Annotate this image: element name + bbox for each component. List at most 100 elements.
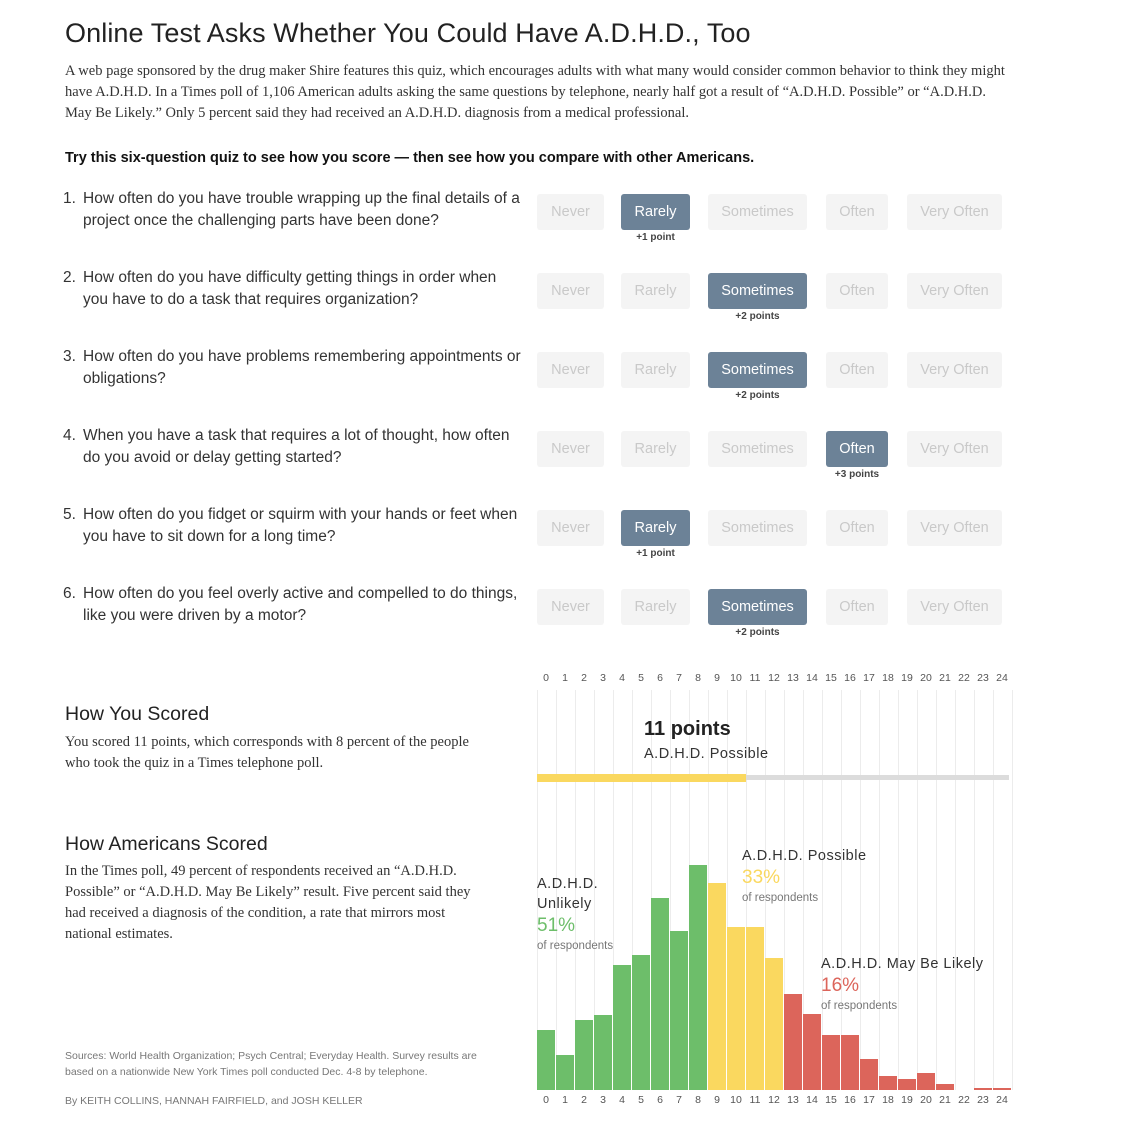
answer-rarely-button[interactable]: Rarely [621, 194, 690, 230]
page-title: Online Test Asks Whether You Could Have … [65, 18, 751, 48]
score-tick-label: 11 [749, 672, 761, 684]
points-label: +2 points [735, 311, 780, 322]
answer-often-button[interactable]: Often [826, 510, 888, 546]
answer-often-button[interactable]: Often [826, 352, 888, 388]
question-5: 5. How often do you fidget or squirm with… [63, 504, 523, 548]
answer-sometimes-button[interactable]: Sometimes [708, 352, 807, 388]
answer-never-button[interactable]: Never [537, 194, 604, 230]
answer-very-often-button[interactable]: Very Often [907, 589, 1002, 625]
question-number: 3. [63, 348, 76, 365]
histogram-tick-label: 1 [562, 1094, 568, 1106]
score-tick-label: 22 [958, 672, 970, 684]
question-text: How often do you have difficulty getting… [83, 269, 497, 308]
answer-never-button[interactable]: Never [537, 510, 604, 546]
histogram-tick-label: 6 [657, 1094, 663, 1106]
answer-rarely-button[interactable]: Rarely [621, 273, 690, 309]
histogram-bar [594, 1015, 612, 1090]
answer-sometimes-button[interactable]: Sometimes [708, 589, 807, 625]
score-tick-label: 14 [806, 672, 818, 684]
histogram-tick-label: 18 [882, 1094, 894, 1106]
grid-line [841, 690, 842, 1090]
score-tick-label: 17 [863, 672, 875, 684]
answer-never-button[interactable]: Never [537, 431, 604, 467]
question-text: How often do you have trouble wrapping u… [83, 190, 520, 229]
score-category-label: A.D.H.D. Possible [644, 746, 769, 762]
grid-line [993, 690, 994, 1090]
quiz-heading: Try this six-question quiz to see how yo… [65, 150, 755, 166]
question-number: 1. [63, 190, 76, 207]
grid-line [613, 690, 614, 1090]
histogram-bar [860, 1059, 878, 1090]
score-heading: How You Scored [65, 703, 210, 725]
histogram-tick-label: 24 [996, 1094, 1008, 1106]
answer-never-button[interactable]: Never [537, 352, 604, 388]
answer-very-often-button[interactable]: Very Often [907, 194, 1002, 230]
points-label: +2 points [735, 390, 780, 401]
score-tick-label: 20 [920, 672, 932, 684]
histogram-bar [670, 931, 688, 1090]
question-1: 1. How often do you have trouble wrapping… [63, 188, 523, 232]
question-6: 6. How often do you feel overly active an… [63, 583, 523, 627]
grid-line [727, 690, 728, 1090]
answer-very-often-button[interactable]: Very Often [907, 431, 1002, 467]
answer-never-button[interactable]: Never [537, 273, 604, 309]
score-tick-label: 1 [562, 672, 568, 684]
answer-rarely-button[interactable]: Rarely [621, 352, 690, 388]
question-3: 3. How often do you have problems remembe… [63, 346, 523, 390]
histogram-bar [898, 1079, 916, 1090]
histogram-tick-label: 22 [958, 1094, 970, 1106]
question-text: When you have a task that requires a lot… [83, 427, 510, 466]
grid-line [860, 690, 861, 1090]
score-tick-label: 6 [657, 672, 663, 684]
answer-very-often-button[interactable]: Very Often [907, 273, 1002, 309]
answer-never-button[interactable]: Never [537, 589, 604, 625]
grid-line [651, 690, 652, 1090]
answer-sometimes-button[interactable]: Sometimes [708, 273, 807, 309]
histogram-tick-label: 11 [749, 1094, 761, 1106]
score-tick-label: 24 [996, 672, 1008, 684]
group-subtext: of respondents [742, 892, 819, 904]
americans-heading: How Americans Scored [65, 833, 268, 855]
score-tick-label: 7 [676, 672, 682, 684]
histogram-tick-label: 17 [863, 1094, 875, 1106]
answer-often-button[interactable]: Often [826, 589, 888, 625]
score-points-label: 11 points [644, 718, 731, 740]
score-tick-label: 19 [901, 672, 913, 684]
score-tick-label: 5 [638, 672, 644, 684]
grid-line [556, 690, 557, 1090]
score-tick-label: 3 [600, 672, 606, 684]
answer-very-often-button[interactable]: Very Often [907, 510, 1002, 546]
question-4: 4. When you have a task that requires a l… [63, 425, 523, 469]
histogram-bar [708, 883, 726, 1090]
group-subtext: of respondents [821, 1000, 898, 1012]
histogram-bar [917, 1073, 935, 1090]
answer-sometimes-button[interactable]: Sometimes [708, 510, 807, 546]
answer-often-button[interactable]: Often [826, 194, 888, 230]
question-2: 2. How often do you have difficulty getti… [63, 267, 523, 311]
answer-rarely-button[interactable]: Rarely [621, 431, 690, 467]
histogram-bar [651, 898, 669, 1090]
histogram-bar [822, 1035, 840, 1090]
group-label: A.D.H.D. Possible [742, 848, 867, 864]
histogram-tick-label: 14 [806, 1094, 818, 1106]
grid-line [746, 690, 747, 1090]
grid-line [632, 690, 633, 1090]
histogram-tick-label: 8 [695, 1094, 701, 1106]
histogram-bar [803, 1014, 821, 1090]
answer-sometimes-button[interactable]: Sometimes [708, 194, 807, 230]
score-tick-label: 2 [581, 672, 587, 684]
grid-line [898, 690, 899, 1090]
group-subtext: of respondents [537, 940, 614, 952]
histogram-tick-label: 12 [768, 1094, 780, 1106]
answer-sometimes-button[interactable]: Sometimes [708, 431, 807, 467]
answer-rarely-button[interactable]: Rarely [621, 510, 690, 546]
points-label: +1 point [636, 548, 675, 559]
score-tick-label: 8 [695, 672, 701, 684]
answer-often-button[interactable]: Often [826, 431, 888, 467]
answer-often-button[interactable]: Often [826, 273, 888, 309]
answer-rarely-button[interactable]: Rarely [621, 589, 690, 625]
answer-very-often-button[interactable]: Very Often [907, 352, 1002, 388]
histogram-bar [879, 1076, 897, 1090]
question-text: How often do you have problems rememberi… [83, 348, 521, 387]
byline: By KEITH COLLINS, HANNAH FAIRFIELD, and … [65, 1095, 363, 1107]
